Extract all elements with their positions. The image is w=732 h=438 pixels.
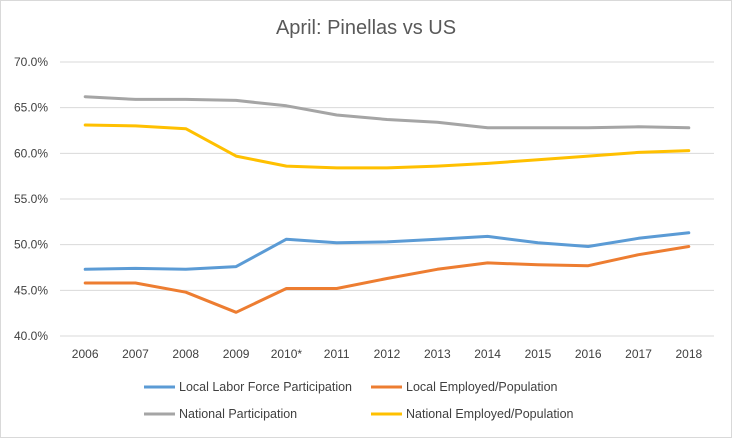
x-tick-label: 2017: [625, 347, 652, 361]
x-tick-label: 2014: [474, 347, 501, 361]
y-tick-label: 50.0%: [14, 238, 48, 252]
x-axis-ticks: 2006 2007 2008 2009 2010* 2011 2012 2013 2014 201…: [72, 347, 703, 361]
x-tick-label: 2013: [424, 347, 451, 361]
chart-title: April: Pinellas vs US: [276, 17, 456, 39]
legend: Local Labor Force Participation Local Emp…: [144, 380, 574, 421]
y-tick-label: 40.0%: [14, 329, 48, 343]
legend-label: Local Employed/Population: [406, 380, 558, 394]
x-tick-label: 2006: [72, 347, 99, 361]
x-tick-label: 2012: [374, 347, 401, 361]
y-axis-ticks: 40.0% 45.0% 50.0% 55.0% 60.0% 65.0% 70.0%: [14, 55, 48, 343]
series-line: [83, 123, 691, 170]
x-tick-label: 2011: [324, 347, 350, 361]
legend-label: National Employed/Population: [406, 407, 574, 421]
y-tick-label: 55.0%: [14, 192, 48, 206]
x-tick-label: 2015: [525, 347, 552, 361]
legend-label: National Participation: [179, 407, 297, 421]
gridlines: [60, 61, 714, 337]
series-line: [83, 95, 691, 130]
y-tick-label: 65.0%: [14, 101, 48, 115]
y-tick-label: 70.0%: [14, 55, 48, 69]
x-tick-label: 2007: [122, 347, 149, 361]
legend-label: Local Labor Force Participation: [179, 380, 352, 394]
series-line: [83, 231, 691, 271]
y-tick-label: 60.0%: [14, 146, 48, 160]
y-tick-label: 45.0%: [14, 283, 48, 297]
x-tick-label: 2018: [675, 347, 702, 361]
x-tick-label: 2009: [223, 347, 250, 361]
x-tick-label: 2010*: [271, 347, 303, 361]
series-lines: [83, 95, 691, 314]
series-line: [83, 245, 691, 314]
x-tick-label: 2008: [172, 347, 199, 361]
x-tick-label: 2016: [575, 347, 602, 361]
